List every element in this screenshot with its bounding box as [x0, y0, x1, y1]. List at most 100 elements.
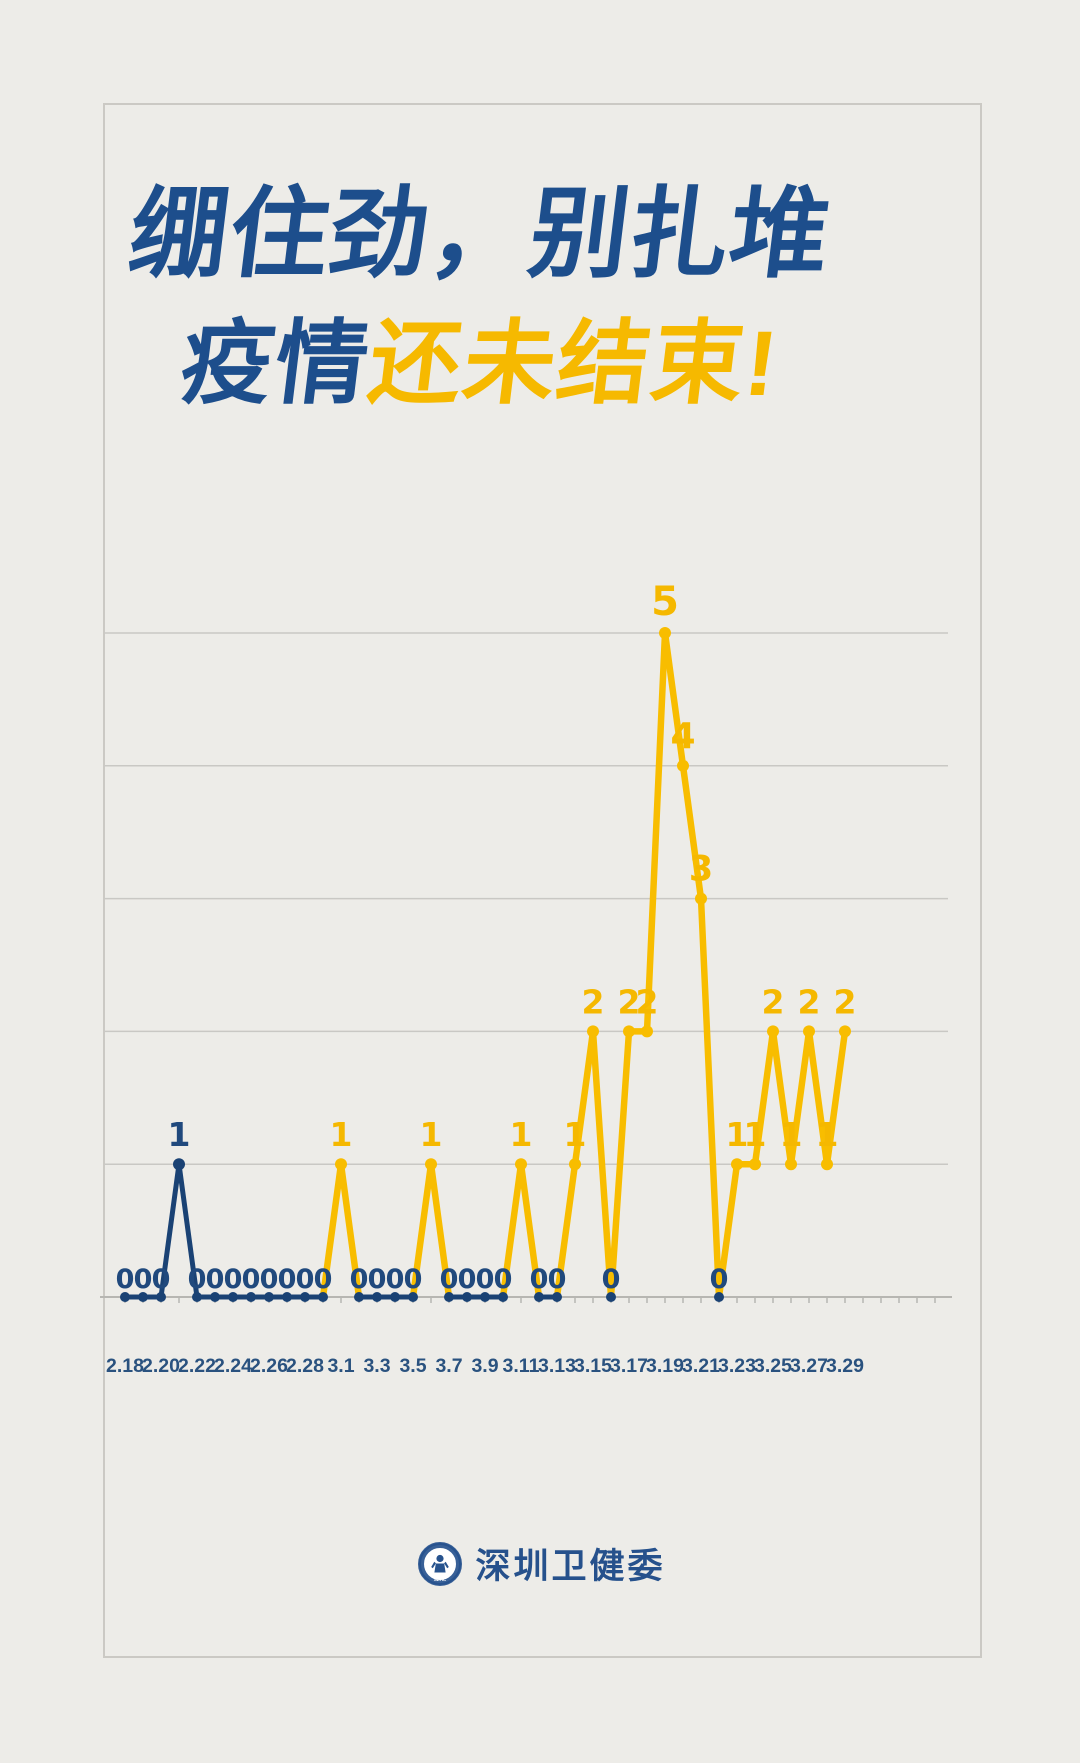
x-axis-label: 3.13: [538, 1355, 576, 1377]
zero-value-label: 0: [350, 1264, 369, 1295]
data-point-dot: [677, 759, 689, 772]
x-axis-label: 2.24: [214, 1355, 252, 1377]
data-point-dot: [138, 1292, 148, 1302]
zero-value-label: 0: [602, 1264, 621, 1295]
point-value-label: 3: [689, 850, 713, 890]
point-value-label: 1: [168, 1115, 191, 1154]
point-value-label: 1: [420, 1115, 443, 1154]
chart-line-segment: [409, 1160, 435, 1301]
footer: SZHC 深圳卫健委: [0, 1538, 1080, 1589]
data-point-dot: [354, 1292, 364, 1302]
x-axis-label: 3.23: [718, 1355, 756, 1377]
chart-line-segment: [319, 1160, 345, 1301]
data-point-dot: [318, 1292, 328, 1302]
chart-line-segment: [607, 1028, 633, 1301]
data-point-dot: [372, 1292, 382, 1302]
data-point-dot: [515, 1158, 527, 1171]
zero-value-label: 0: [278, 1264, 297, 1295]
chart-line-segment: [751, 1028, 777, 1168]
chart-line-segment: [176, 1161, 200, 1300]
point-value-label: 1: [780, 1115, 803, 1154]
data-point-dot: [606, 1292, 616, 1302]
data-point-dot: [480, 1292, 490, 1302]
point-value-label: 1: [726, 1115, 749, 1154]
chart-line-segment: [499, 1160, 525, 1301]
x-axis-label: 3.29: [826, 1355, 864, 1377]
x-axis-label: 3.15: [574, 1355, 612, 1377]
chart-line-segment: [679, 762, 705, 902]
zero-value-label: 0: [242, 1264, 261, 1295]
point-value-label: 2: [618, 982, 641, 1021]
zero-value-label: 0: [368, 1264, 387, 1295]
data-point-dot: [552, 1292, 562, 1302]
x-axis-label: 3.7: [435, 1355, 462, 1377]
data-point-dot: [246, 1292, 256, 1302]
chart-line-segment: [158, 1161, 182, 1300]
chart-line-segment: [805, 1028, 831, 1168]
zero-value-label: 0: [710, 1264, 729, 1295]
data-point-dot: [534, 1292, 544, 1302]
zero-value-label: 0: [494, 1264, 513, 1295]
footer-org-name: 深圳卫健委: [475, 1547, 666, 1586]
x-axis-label: 2.26: [250, 1355, 288, 1377]
point-value-label: 2: [636, 982, 659, 1021]
zero-value-label: 0: [188, 1264, 207, 1295]
zero-value-label: 0: [134, 1264, 153, 1295]
data-point-dot: [408, 1292, 418, 1302]
zero-value-label: 0: [206, 1264, 225, 1295]
point-value-label: 1: [816, 1115, 839, 1154]
data-point-dot: [623, 1025, 635, 1038]
data-point-dot: [749, 1158, 761, 1171]
data-point-dot: [498, 1292, 508, 1302]
data-point-dot: [120, 1292, 130, 1302]
data-point-dot: [210, 1292, 220, 1302]
zero-value-label: 0: [548, 1264, 567, 1295]
x-axis-label: 3.17: [610, 1355, 648, 1377]
data-point-dot: [156, 1292, 166, 1302]
point-value-label: 1: [744, 1115, 767, 1154]
zero-value-label: 0: [440, 1264, 459, 1295]
chart-line-segment: [337, 1160, 363, 1301]
point-value-label: 2: [582, 982, 605, 1021]
x-axis-label: 3.27: [790, 1355, 828, 1377]
zero-value-label: 0: [152, 1264, 171, 1295]
data-point-dot: [173, 1158, 185, 1171]
chart-line-segment: [643, 629, 669, 1035]
x-axis-label: 2.18: [106, 1355, 144, 1377]
chart-line-segment: [769, 1028, 795, 1168]
chart-line-segment: [553, 1160, 579, 1301]
data-point-dot: [587, 1025, 599, 1038]
data-point-dot: [228, 1292, 238, 1302]
data-point-dot: [569, 1158, 581, 1171]
x-axis-label: 2.28: [286, 1355, 324, 1377]
x-axis-label: 3.19: [646, 1355, 684, 1377]
x-axis-label: 3.9: [471, 1355, 498, 1377]
zero-value-label: 0: [458, 1264, 477, 1295]
footer-logo-acronym: SZHC: [434, 1577, 447, 1582]
point-value-label: 2: [798, 982, 821, 1021]
zero-value-label: 0: [296, 1264, 315, 1295]
data-point-dot: [803, 1025, 815, 1038]
zero-value-label: 0: [260, 1264, 279, 1295]
shenzhen-health-commission-logo-icon: SZHC: [418, 1541, 463, 1586]
chart-line-segment: [589, 1028, 615, 1301]
data-point-dot: [839, 1025, 851, 1038]
zero-value-label: 0: [476, 1264, 495, 1295]
chart-line-segment: [661, 629, 687, 770]
data-point-dot: [282, 1292, 292, 1302]
data-point-dot: [641, 1025, 653, 1038]
data-point-dot: [695, 892, 707, 905]
point-value-label: 1: [564, 1115, 587, 1154]
chart-line-segment: [823, 1028, 849, 1168]
x-axis-label: 3.11: [503, 1355, 540, 1377]
data-point-dot: [300, 1292, 310, 1302]
zero-value-label: 0: [314, 1264, 333, 1295]
data-point-dot: [767, 1025, 779, 1038]
point-value-label: 1: [510, 1115, 533, 1154]
chart-line-segment: [517, 1160, 543, 1301]
zero-value-label: 0: [116, 1264, 135, 1295]
data-point-dot: [192, 1292, 202, 1302]
point-value-label: 2: [762, 982, 785, 1021]
chart-line-segment: [697, 895, 723, 1301]
